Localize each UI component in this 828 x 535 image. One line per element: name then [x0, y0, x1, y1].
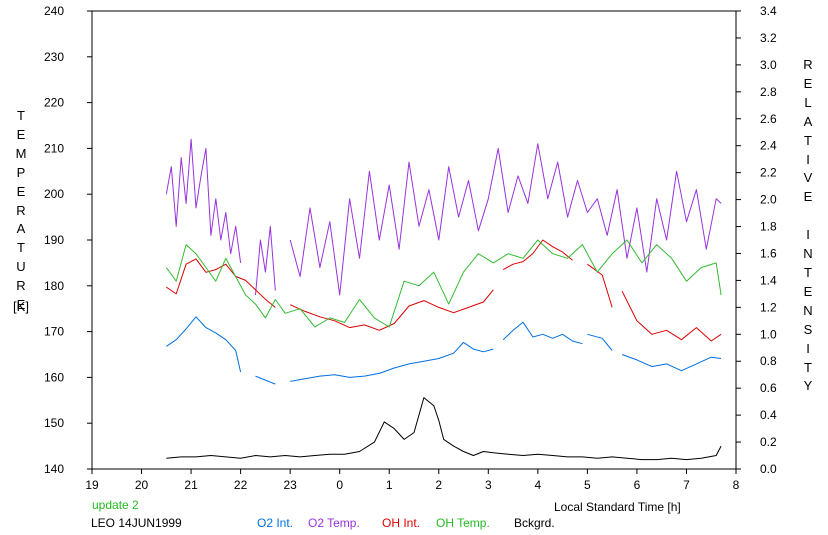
- right-y-tick-label: 1.2: [760, 300, 777, 314]
- right-y-tick-label: 3.2: [760, 31, 777, 45]
- left-y-tick-label: 190: [44, 233, 64, 247]
- right-y-tick-label: 3.0: [760, 58, 777, 72]
- series-line-bckgrd: [166, 397, 722, 461]
- plot-area: [91, 10, 737, 470]
- site-date-label: LEO 14JUN1999: [91, 516, 182, 530]
- left-y-tick-label: 170: [44, 325, 64, 339]
- legend-oh-int: OH Int.: [382, 516, 421, 530]
- right-y-tick-label: 0.8: [760, 354, 777, 368]
- x-tick-label: 1: [386, 478, 393, 492]
- series-line-oh-int: [587, 263, 613, 308]
- left-y-tick-label: 210: [44, 141, 64, 155]
- left-y-tick-label: 240: [44, 4, 64, 18]
- right-y-tick-label: 2.0: [760, 193, 777, 207]
- left-y-tick-label: 140: [44, 462, 64, 476]
- left-y-tick-label: 200: [44, 187, 64, 201]
- right-y-tick-label: 2.2: [760, 166, 777, 180]
- series-line-o2-temp: [289, 143, 722, 296]
- series-line-o2-int: [587, 333, 613, 351]
- update-note: update 2: [92, 498, 139, 512]
- series-line-o2-int: [290, 341, 494, 382]
- series-line-oh-int: [166, 258, 276, 308]
- right-y-tick-label: 1.0: [760, 327, 777, 341]
- axes-group: 19 20 21 22 23 0 1 2 3 4 5 6 7 8140150160170180190200…: [44, 4, 777, 492]
- series-line-o2-temp: [255, 225, 276, 296]
- x-tick-label: 8: [733, 478, 740, 492]
- left-y-tick-label: 160: [44, 370, 64, 384]
- series-line-oh-int: [621, 290, 722, 342]
- x-tick-label: 5: [584, 478, 591, 492]
- x-tick-label: 20: [135, 478, 149, 492]
- x-axis-label: Local Standard Time [h]: [554, 500, 681, 514]
- right-y-tick-label: 2.4: [760, 139, 777, 153]
- right-y-tick-label: 2.6: [760, 112, 777, 126]
- right-y-tick-label: 0.0: [760, 462, 777, 476]
- x-tick-label: 6: [634, 478, 641, 492]
- series-line-o2-int: [255, 375, 276, 385]
- x-tick-label: 23: [283, 478, 297, 492]
- right-y-tick-label: 2.8: [760, 85, 777, 99]
- right-y-tick-label: 1.6: [760, 246, 777, 260]
- right-y-tick-label: 1.8: [760, 220, 777, 234]
- right-y-tick-label: 0.4: [760, 408, 777, 422]
- right-y-tick-label: 1.4: [760, 273, 777, 287]
- x-tick-label: 7: [683, 478, 690, 492]
- x-tick-label: 0: [336, 478, 343, 492]
- series-line-o2-int: [166, 316, 242, 373]
- x-tick-label: 4: [535, 478, 542, 492]
- left-y-tick-label: 230: [44, 50, 64, 64]
- left-y-tick-label: 180: [44, 279, 64, 293]
- x-tick-label: 3: [485, 478, 492, 492]
- series-line-oh-int: [289, 289, 494, 331]
- x-tick-label: 19: [85, 478, 99, 492]
- legend-oh-temp: OH Temp.: [436, 516, 490, 530]
- right-y-tick-label: 0.2: [760, 435, 777, 449]
- x-tick-label: 2: [435, 478, 442, 492]
- series-line-o2-int: [621, 354, 722, 372]
- series-group: [165, 138, 722, 461]
- x-tick-label: 22: [234, 478, 248, 492]
- series-line-o2-int: [502, 321, 583, 345]
- left-y-tick-label: 220: [44, 96, 64, 110]
- right-y-tick-label: 3.4: [760, 4, 777, 18]
- series-line-o2-temp: [165, 138, 242, 263]
- left-y-tick-label: 150: [44, 416, 64, 430]
- right-y-tick-label: 0.6: [760, 381, 777, 395]
- legend-bckgrd: Bckgrd.: [514, 516, 555, 530]
- series-line-oh-temp: [165, 239, 722, 328]
- series-line-oh-int: [502, 239, 573, 271]
- legend-o2-temp: O2 Temp.: [308, 516, 360, 530]
- left-axis-unit: [K]: [13, 299, 29, 314]
- legend-o2-int: O2 Int.: [257, 516, 294, 530]
- x-tick-label: 21: [184, 478, 198, 492]
